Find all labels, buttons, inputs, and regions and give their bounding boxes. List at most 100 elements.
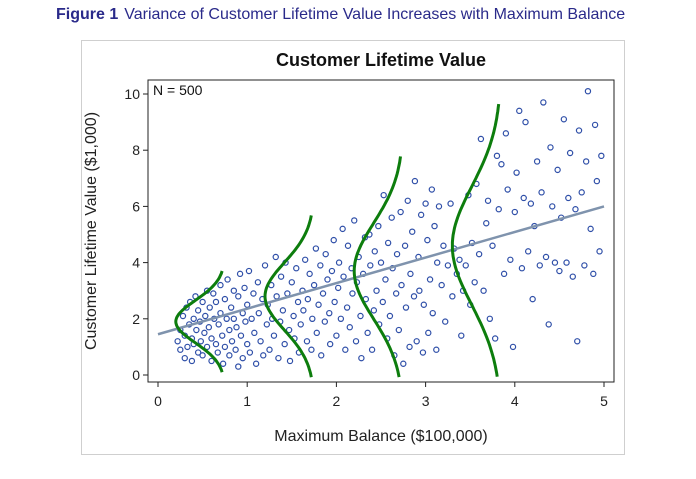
- data-point: [181, 354, 188, 362]
- data-point: [522, 118, 529, 126]
- data-point: [569, 273, 576, 280]
- data-points: [174, 87, 605, 370]
- data-point: [489, 242, 496, 249]
- data-point: [509, 343, 517, 351]
- data-point: [344, 242, 352, 249]
- data-point: [357, 312, 364, 320]
- data-point: [420, 301, 428, 308]
- data-point: [184, 343, 191, 351]
- data-point: [413, 338, 420, 345]
- x-axis: 0 1 2 3 4 5: [154, 382, 608, 409]
- data-point: [272, 253, 279, 261]
- data-point: [306, 270, 313, 278]
- data-point: [243, 301, 251, 308]
- data-point: [317, 262, 324, 269]
- data-point: [205, 324, 213, 331]
- data-point: [578, 189, 585, 196]
- data-point: [498, 161, 505, 168]
- data-point: [590, 270, 597, 278]
- data-point: [286, 357, 294, 365]
- data-point: [331, 298, 338, 306]
- data-point: [328, 267, 336, 275]
- data-point: [538, 189, 545, 196]
- data-point: [456, 256, 463, 263]
- data-point: [438, 281, 445, 289]
- data-point: [201, 329, 208, 337]
- data-point: [368, 346, 376, 353]
- figure-caption-text: Variance of Customer Lifetime Value Incr…: [124, 6, 626, 23]
- y-tick-label: 6: [132, 198, 140, 214]
- plot-area: [147, 79, 615, 383]
- data-point: [513, 169, 520, 176]
- data-point: [424, 236, 431, 244]
- data-point: [373, 287, 380, 294]
- data-point: [199, 352, 206, 359]
- chart-title: Customer Lifetime Value: [276, 50, 486, 70]
- data-point: [208, 357, 215, 365]
- data-point: [480, 287, 487, 294]
- x-tick-label: 3: [422, 393, 430, 409]
- data-point: [239, 354, 246, 362]
- data-point: [411, 177, 419, 185]
- data-point: [322, 250, 329, 258]
- data-point: [241, 284, 248, 292]
- sample-size-inset: N = 500: [153, 82, 203, 98]
- data-point: [511, 208, 519, 216]
- data-point: [326, 309, 333, 317]
- data-point: [462, 262, 469, 269]
- data-point: [235, 293, 242, 300]
- data-point: [312, 245, 320, 252]
- data-point: [431, 222, 438, 230]
- data-point: [208, 335, 215, 342]
- y-tick-label: 10: [124, 86, 140, 102]
- data-point: [566, 149, 574, 157]
- data-point: [395, 326, 403, 334]
- data-point: [533, 158, 541, 165]
- data-point: [224, 276, 231, 283]
- data-point: [206, 304, 213, 311]
- data-point: [340, 273, 347, 280]
- data-point: [483, 220, 490, 227]
- data-point: [277, 273, 285, 280]
- data-point: [321, 318, 329, 325]
- x-tick-label: 5: [600, 393, 608, 409]
- regression-line-group: [157, 205, 605, 336]
- data-point: [273, 293, 280, 300]
- data-point: [386, 312, 394, 320]
- data-point: [495, 206, 502, 213]
- data-point: [266, 346, 273, 353]
- data-point: [226, 352, 233, 359]
- data-point: [334, 284, 342, 292]
- data-point: [582, 158, 590, 165]
- data-point: [409, 228, 416, 235]
- data-point: [435, 203, 443, 210]
- data-point: [342, 346, 349, 353]
- data-point: [471, 279, 478, 286]
- data-point: [398, 281, 405, 289]
- data-point: [565, 194, 572, 202]
- data-point: [402, 304, 410, 311]
- data-point: [493, 152, 501, 160]
- data-point: [245, 267, 253, 275]
- data-point: [406, 343, 413, 351]
- data-point: [261, 262, 269, 269]
- data-point: [484, 197, 492, 204]
- data-point: [428, 186, 436, 193]
- data-point: [425, 329, 432, 337]
- data-point: [556, 267, 563, 275]
- data-point: [190, 315, 197, 322]
- data-point: [529, 295, 536, 303]
- data-point: [516, 107, 523, 115]
- data-point: [540, 99, 547, 106]
- data-point: [281, 340, 288, 348]
- data-point: [536, 262, 543, 269]
- x-tick-label: 1: [243, 393, 251, 409]
- data-point: [549, 203, 556, 210]
- data-point: [228, 338, 236, 345]
- data-point: [575, 127, 583, 134]
- data-point: [507, 256, 514, 263]
- data-point: [380, 191, 387, 199]
- data-point: [370, 307, 378, 314]
- data-point: [426, 276, 434, 283]
- data-point: [235, 363, 242, 370]
